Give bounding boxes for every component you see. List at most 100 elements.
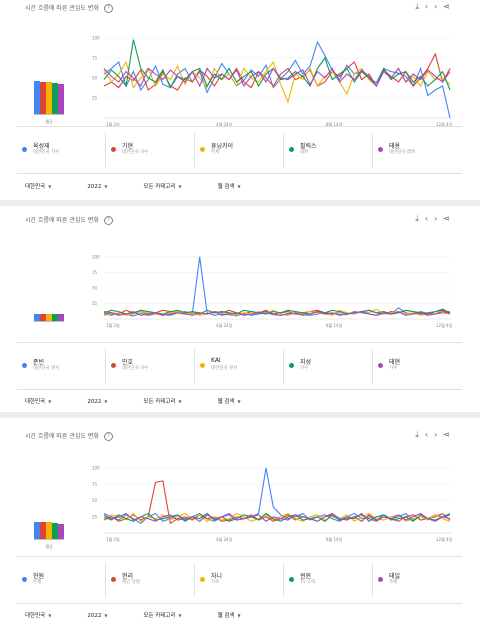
panel-tools: ⤓‹›⋖ bbox=[415, 214, 456, 224]
filter-dropdown[interactable]: 모든 카테고리 ▼ bbox=[143, 184, 182, 190]
filter-dropdown[interactable]: 2022 ▼ bbox=[87, 613, 108, 619]
x-tick-label: 1월 2일 bbox=[106, 322, 120, 328]
legend-item[interactable]: 태현 가수 bbox=[373, 343, 462, 389]
legend-item[interactable]: 휴닝카이 주제 bbox=[195, 127, 284, 173]
legend-term: 태일 bbox=[389, 573, 401, 580]
y-tick-label: 25 bbox=[92, 514, 98, 519]
legend-subtitle: 대한민국 가수 bbox=[122, 366, 149, 371]
legend-color-dot bbox=[22, 577, 27, 582]
average-label: 평균 bbox=[45, 119, 53, 124]
filter-dropdown[interactable]: 모든 카테고리 ▼ bbox=[143, 613, 182, 619]
share-icon[interactable]: ⋖ bbox=[443, 214, 456, 223]
legend-item[interactable]: 민호 대한민국 가수 bbox=[106, 343, 195, 389]
download-icon[interactable]: ⤓ bbox=[415, 214, 425, 223]
chevron-down-icon: ▼ bbox=[48, 613, 52, 618]
panel-tools: ⤓‹›⋖ bbox=[415, 2, 456, 12]
average-bars bbox=[34, 272, 64, 332]
y-tick-label: 75 bbox=[92, 482, 98, 487]
filter-dropdown[interactable]: 2022 ▼ bbox=[87, 399, 108, 405]
legend: 육성재 대한민국 가수 기현 대한민국 가수 휴닝카이 주제 필릭스 래퍼 태용 대한민국 래퍼 bbox=[17, 126, 462, 174]
average-bar bbox=[52, 522, 58, 540]
filter-bar: 대한민국 ▼ 2022 ▼ 모든 카테고리 ▼ 웹 검색 ▼ bbox=[25, 182, 277, 190]
filter-dropdown[interactable]: 웹 검색 ▼ bbox=[217, 399, 241, 405]
filter-dropdown[interactable]: 웹 검색 ▼ bbox=[217, 184, 241, 190]
filter-dropdown[interactable]: 대한민국 ▼ bbox=[25, 184, 52, 190]
x-tick-label: 12월 4일 bbox=[436, 322, 453, 328]
legend-color-dot bbox=[289, 147, 294, 152]
legend-color-dot bbox=[378, 577, 383, 582]
legend-subtitle: 대한민국 래퍼 bbox=[389, 150, 416, 155]
legend: 헌원 주제 현리 제인 뮤컬 자니 가수 윈윈 TV 스타 태일 주제 bbox=[17, 556, 462, 604]
legend: 준빈 대한민국 댄서 민호 대한민국 가수 KAI 대한민국 댄서 지성 가수 태현 가수 bbox=[17, 342, 462, 390]
legend-term: 육성재 bbox=[33, 143, 50, 150]
legend-color-dot bbox=[378, 363, 383, 368]
y-tick-label: 100 bbox=[92, 466, 100, 471]
legend-color-dot bbox=[378, 147, 383, 152]
legend-term: 민호 bbox=[122, 359, 134, 366]
legend-item[interactable]: 태일 주제 bbox=[373, 557, 462, 603]
embed-icon[interactable]: ‹› bbox=[424, 430, 444, 439]
legend-term: 준빈 bbox=[33, 359, 45, 366]
average-bar bbox=[46, 314, 52, 322]
y-tick-label: 75 bbox=[92, 56, 98, 61]
legend-item[interactable]: 지성 가수 bbox=[284, 343, 373, 389]
series-line-태현 bbox=[103, 311, 451, 316]
legend-item[interactable]: 준빈 대한민국 댄서 bbox=[17, 343, 106, 389]
embed-icon[interactable]: ‹› bbox=[424, 2, 444, 11]
filter-dropdown[interactable]: 대한민국 ▼ bbox=[25, 613, 52, 619]
y-tick-label: 25 bbox=[92, 96, 98, 101]
download-icon[interactable]: ⤓ bbox=[415, 2, 425, 11]
legend-subtitle: 대한민국 가수 bbox=[122, 150, 149, 155]
download-icon[interactable]: ⤓ bbox=[415, 430, 425, 439]
share-icon[interactable]: ⋖ bbox=[443, 2, 456, 11]
help-icon[interactable]: ? bbox=[103, 432, 113, 441]
share-icon[interactable]: ⋖ bbox=[443, 430, 456, 439]
legend-subtitle: 가수 bbox=[211, 580, 220, 585]
legend-term: 지성 bbox=[300, 359, 312, 366]
average-bar bbox=[46, 82, 52, 115]
x-tick-label: 1월 2일 bbox=[106, 536, 120, 542]
series-line-준빈 bbox=[103, 256, 451, 317]
panel-tools: ⤓‹›⋖ bbox=[415, 430, 456, 440]
filter-dropdown[interactable]: 2022 ▼ bbox=[87, 184, 108, 190]
help-icon[interactable]: ? bbox=[103, 4, 113, 13]
series-line-민호 bbox=[103, 309, 451, 315]
line-chart: 100 75 50 25 1월 2일 4월 24일 8월 14일 12월 4일 bbox=[92, 466, 453, 543]
legend-item[interactable]: KAI 대한민국 댄서 bbox=[195, 343, 284, 389]
legend-item[interactable]: 자니 가수 bbox=[195, 557, 284, 603]
legend-item[interactable]: 헌원 주제 bbox=[17, 557, 106, 603]
average-bar bbox=[34, 522, 40, 540]
embed-icon[interactable]: ‹› bbox=[424, 214, 444, 223]
filter-dropdown[interactable]: 웹 검색 ▼ bbox=[217, 613, 241, 619]
chevron-down-icon: ▼ bbox=[178, 184, 182, 189]
average-bar bbox=[40, 314, 46, 322]
legend-subtitle: 주제 bbox=[33, 580, 42, 585]
legend-color-dot bbox=[289, 363, 294, 368]
filter-dropdown[interactable]: 대한민국 ▼ bbox=[25, 399, 52, 405]
average-bar bbox=[46, 522, 52, 540]
y-tick-label: 100 bbox=[92, 255, 100, 260]
legend-subtitle: TV 스타 bbox=[300, 580, 316, 585]
y-tick-label: 50 bbox=[92, 76, 98, 81]
average-bar bbox=[34, 81, 40, 115]
legend-item[interactable]: 태용 대한민국 래퍼 bbox=[373, 127, 462, 173]
help-icon[interactable]: ? bbox=[103, 216, 113, 225]
legend-item[interactable]: 기현 대한민국 가수 bbox=[106, 127, 195, 173]
y-tick-label: 50 bbox=[92, 498, 98, 503]
chevron-down-icon: ▼ bbox=[237, 399, 241, 404]
y-tick-label: 25 bbox=[92, 301, 98, 306]
average-bar bbox=[34, 314, 40, 322]
series-line-육성재 bbox=[103, 40, 451, 119]
legend-item[interactable]: 윈윈 TV 스타 bbox=[284, 557, 373, 603]
legend-item[interactable]: 현리 제인 뮤컬 bbox=[106, 557, 195, 603]
x-tick-label: 4월 24일 bbox=[216, 322, 233, 328]
legend-item[interactable]: 육성재 대한민국 가수 bbox=[17, 127, 106, 173]
filter-dropdown[interactable]: 모든 카테고리 ▼ bbox=[143, 399, 182, 405]
series-line-자니 bbox=[103, 512, 451, 523]
series-line-윈윈 bbox=[103, 512, 451, 523]
legend-item[interactable]: 필릭스 래퍼 bbox=[284, 127, 373, 173]
filter-bar: 대한민국 ▼ 2022 ▼ 모든 카테고리 ▼ 웹 검색 ▼ bbox=[25, 397, 277, 405]
average-bars: 평균 bbox=[34, 490, 64, 550]
legend-term: 기현 bbox=[122, 143, 134, 150]
average-bar bbox=[58, 84, 64, 115]
